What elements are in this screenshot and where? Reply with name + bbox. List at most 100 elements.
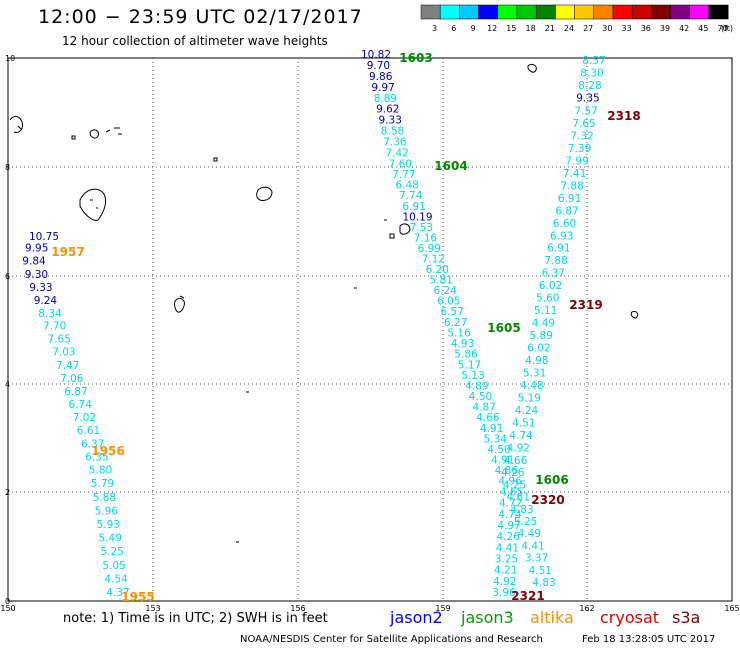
wave-height-value: 4.96: [498, 476, 522, 488]
wave-height-value: 7.42: [386, 148, 409, 160]
wave-height-value: 4.50: [469, 391, 492, 403]
colorbar-tick-label: 3: [432, 24, 437, 33]
wave-height-value: 6.61: [77, 425, 100, 437]
wave-height-value: 8.30: [580, 68, 603, 80]
wave-height-value: 7.65: [48, 334, 71, 346]
timestamp: Feb 18 13:28:05 UTC 2017: [582, 634, 716, 645]
island-outline: [79, 188, 107, 221]
colorbar-tick-label: 36: [641, 24, 651, 33]
wave-height-value: 5.49: [99, 533, 122, 545]
pass-number-label: 1956: [91, 444, 124, 458]
colorbar-swatch: [651, 4, 671, 20]
wave-height-value: 4.66: [504, 455, 528, 467]
wave-height-value: 4.74: [509, 430, 533, 442]
y-tick-label: 0: [5, 597, 10, 606]
colorbar-swatch: [535, 4, 556, 20]
wave-height-value: 4.49: [518, 528, 541, 540]
wave-height-value: 7.12: [422, 254, 445, 266]
credit-line: NOAA/NESDIS Center for Satellite Applica…: [240, 634, 543, 645]
wave-height-value: 4.26: [497, 531, 521, 543]
wave-height-value: 4.25: [503, 480, 526, 492]
island-outline: [384, 219, 411, 239]
wave-height-value: 8.57: [582, 55, 605, 67]
wave-height-value: 10.75: [29, 231, 59, 243]
wave-height-value: 7.88: [560, 180, 583, 192]
wave-height-value: 4.41: [496, 542, 519, 554]
colorbar-tick-label: 6: [451, 24, 456, 33]
wave-height-value: 6.60: [553, 218, 576, 230]
wave-height-value: 3.25: [495, 554, 518, 566]
y-tick-label: 8: [5, 163, 10, 172]
pass-labels: 1603 1604 1605 1606 1955 1956 1957 2318 2319 2320…: [51, 51, 640, 604]
x-tick-label: 159: [435, 604, 450, 613]
wave-height-value: 6.24: [434, 285, 458, 297]
wave-height-value: 4.51: [529, 565, 552, 577]
wave-height-value: 9.33: [29, 282, 52, 294]
wave-height-value: 5.79: [91, 478, 114, 490]
colorbar-tick-label: 70: [718, 24, 728, 33]
x-tick-label: 153: [145, 604, 160, 613]
wave-height-value: 7.74: [399, 190, 423, 202]
satellite-tracks: 10.759.959.849.309.339.248.347.707.657.0…: [22, 49, 605, 599]
wave-height-value: 9.84: [22, 256, 46, 268]
wave-height-value: 5.16: [447, 327, 471, 339]
map-frame: [7, 57, 733, 602]
wave-height-value: 5.25: [514, 516, 537, 528]
wave-height-value: 7.77: [392, 169, 415, 181]
colorbar-swatch: [497, 4, 518, 20]
island-outlines: [9, 63, 639, 543]
wave-height-value: 4.21: [494, 565, 517, 577]
wave-height-value: 8.89: [374, 93, 397, 105]
pass-number-label: 2318: [607, 109, 640, 123]
pass-number-label: 1603: [399, 51, 432, 65]
x-tick-label: 165: [724, 604, 739, 613]
colorbar-tick-label: 15: [506, 24, 516, 33]
wave-height-value: 7.39: [568, 143, 591, 155]
wave-height-value: 5.34: [484, 433, 508, 445]
colorbar-tick-label: 42: [679, 24, 689, 33]
wave-height-value: 9.70: [367, 60, 390, 72]
wave-height-value: 4.98: [525, 355, 548, 367]
legend-jason3: jason3: [461, 608, 514, 627]
pass-number-label: 2320: [531, 493, 564, 507]
colorbar-tick-label: 39: [660, 24, 670, 33]
wave-height-value: 5.17: [458, 359, 481, 371]
wave-height-value: 5.60: [536, 292, 559, 304]
wave-height-value: 9.24: [34, 295, 58, 307]
map-title: 12:00 − 23:59 UTC 02/17/2017: [38, 6, 363, 28]
wave-height-value: 4.92: [507, 442, 530, 454]
wave-height-value: 4.50: [487, 444, 510, 456]
wave-height-value: 6.05: [437, 296, 460, 308]
colorbar-swatch: [478, 4, 499, 20]
wave-height-value: 4.91: [480, 423, 503, 435]
wave-height-value: 6.74: [69, 399, 93, 411]
island-outline: [527, 63, 537, 73]
wave-height-value: 6.02: [527, 343, 550, 355]
map-subtitle: 12 hour collection of altimeter wave hei…: [62, 34, 328, 48]
wave-height-value: 5.96: [95, 505, 119, 517]
wave-height-value: 6.57: [441, 306, 464, 318]
wave-height-value: 7.57: [574, 105, 597, 117]
wave-height-value: 6.37: [542, 268, 565, 280]
colorbar-swatch: [459, 4, 479, 20]
colorbar-swatch: [670, 4, 691, 20]
colorbar-swatch: [631, 4, 652, 20]
legend-jason2: jason2: [390, 608, 443, 627]
wave-height-value: 6.99: [418, 243, 441, 255]
wave-height-value: 4.61: [507, 492, 530, 504]
wave-height-value: 5.86: [454, 349, 478, 361]
pass-number-label: 2321: [511, 589, 544, 603]
wave-height-value: 5.31: [523, 368, 546, 380]
pass-number-label: 1957: [51, 245, 84, 259]
wave-height-value: 4.72: [499, 498, 522, 510]
colorbar-swatch: [708, 4, 729, 20]
wave-height-value: 4.92: [493, 576, 516, 588]
wave-height-value: 5.89: [530, 330, 553, 342]
wave-height-value: 4.48: [520, 380, 543, 392]
colorbar-swatch: [420, 4, 441, 20]
colorbar-swatch: [689, 4, 710, 20]
wave-height-value: 4.83: [510, 504, 533, 516]
wave-height-value: 9.30: [25, 269, 48, 281]
colorbar-swatch: [593, 4, 614, 20]
wave-height-value: 7.99: [565, 156, 588, 168]
